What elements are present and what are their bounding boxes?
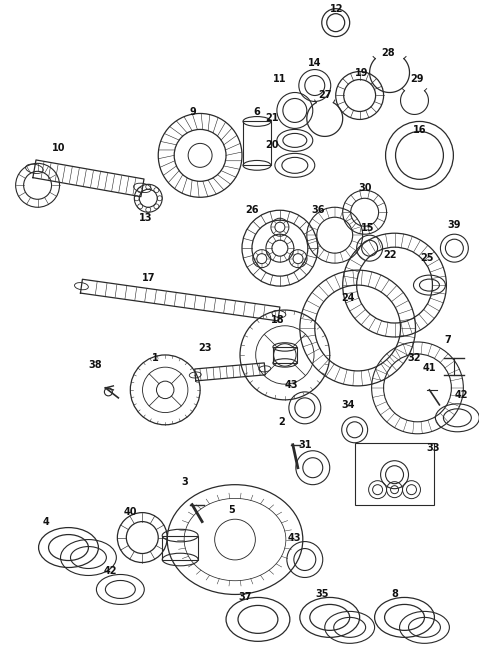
Text: 27: 27	[318, 91, 332, 100]
Text: 14: 14	[308, 58, 322, 67]
Text: 23: 23	[198, 343, 212, 353]
Text: 17: 17	[142, 273, 155, 283]
Text: 31: 31	[298, 440, 312, 449]
Text: 26: 26	[245, 206, 259, 215]
Text: 2: 2	[278, 417, 285, 427]
Text: 20: 20	[265, 140, 279, 151]
Bar	[273, 347, 297, 363]
Text: 19: 19	[355, 67, 368, 77]
Text: 28: 28	[381, 48, 395, 58]
Text: 43: 43	[288, 533, 301, 543]
Text: 37: 37	[238, 592, 252, 602]
Text: 12: 12	[330, 4, 344, 14]
Text: 13: 13	[139, 214, 152, 223]
Text: 8: 8	[391, 590, 398, 600]
Text: 34: 34	[341, 400, 354, 410]
Text: 9: 9	[190, 108, 196, 118]
Text: 32: 32	[408, 353, 421, 363]
Text: 36: 36	[311, 206, 324, 215]
Text: 43: 43	[285, 380, 299, 390]
Text: 39: 39	[448, 220, 461, 230]
Text: 24: 24	[341, 293, 354, 303]
Text: 22: 22	[383, 250, 396, 260]
Text: 33: 33	[427, 443, 440, 453]
Bar	[162, 535, 198, 559]
Bar	[243, 122, 271, 165]
Text: 38: 38	[89, 360, 102, 370]
Text: 3: 3	[182, 477, 189, 486]
Text: 25: 25	[420, 253, 434, 263]
Text: 4: 4	[42, 517, 49, 527]
Text: 21: 21	[265, 114, 279, 124]
Bar	[355, 443, 434, 504]
Text: 30: 30	[358, 183, 372, 193]
Text: 35: 35	[315, 590, 328, 600]
Text: 42: 42	[104, 566, 117, 576]
Text: 7: 7	[444, 335, 451, 345]
Text: 5: 5	[228, 504, 235, 515]
Text: 11: 11	[273, 73, 287, 83]
Text: 6: 6	[253, 108, 260, 118]
Text: 1: 1	[152, 353, 158, 363]
Text: 10: 10	[52, 143, 65, 153]
Text: 41: 41	[423, 363, 436, 373]
Text: 18: 18	[271, 315, 285, 325]
Text: 42: 42	[455, 390, 468, 400]
Text: 15: 15	[361, 223, 374, 233]
Text: 29: 29	[411, 73, 424, 83]
Text: 16: 16	[413, 126, 426, 136]
Text: 40: 40	[123, 506, 137, 517]
